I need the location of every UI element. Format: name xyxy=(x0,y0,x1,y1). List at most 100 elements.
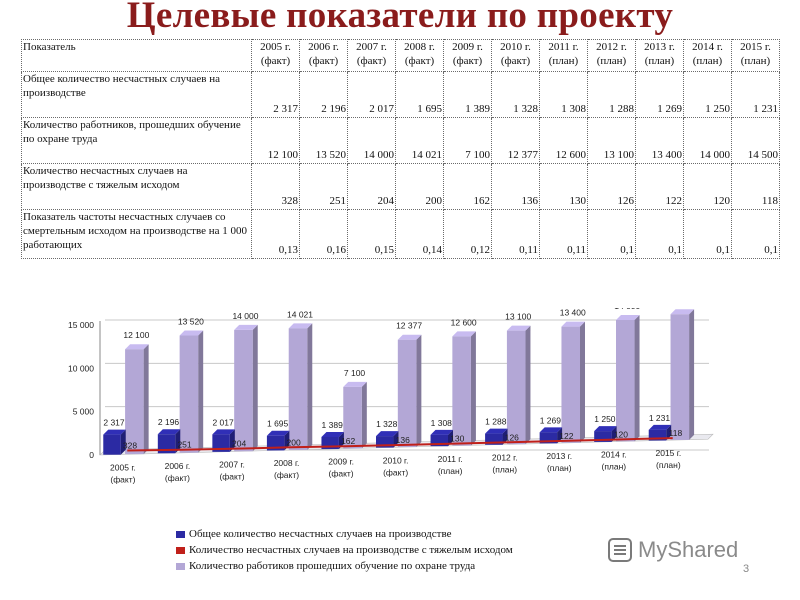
value-cell: 1 308 xyxy=(539,71,588,118)
bar-accidents xyxy=(376,436,394,448)
x-tick-sublabel: (факт) xyxy=(274,470,299,480)
indicator-name-cell: Показатель частоты несчастных случаев со… xyxy=(21,209,252,259)
data-label-severe: 122 xyxy=(559,431,573,441)
data-label-severe: 200 xyxy=(287,437,301,447)
bar-training-top xyxy=(343,381,367,387)
x-tick-label: 2006 г. xyxy=(165,461,191,471)
bar-training xyxy=(670,314,690,440)
watermark-text: MyShared xyxy=(638,537,739,562)
data-label-severe: 118 xyxy=(669,428,683,438)
slide-title: Целевые показатели по проекту xyxy=(126,0,674,36)
header-year-cell: 2008 г. (факт) xyxy=(395,39,444,72)
y-tick-label: 5 000 xyxy=(73,407,95,417)
value-cell: 0,14 xyxy=(395,209,444,259)
value-cell: 14 500 xyxy=(731,117,780,164)
data-label-training: 12 100 xyxy=(123,330,149,340)
header-year-cell: 2009 г. (факт) xyxy=(443,39,492,72)
value-cell: 2 317 xyxy=(251,71,300,118)
bar-training-side xyxy=(361,381,367,449)
bar-accidents-top xyxy=(321,431,344,437)
x-tick-label: 2014 г. xyxy=(601,450,627,460)
bar-training-side xyxy=(634,315,640,442)
header-year-cell: 2010 г. (факт) xyxy=(491,39,540,72)
value-cell: 136 xyxy=(491,163,540,210)
value-cell: 0,12 xyxy=(443,209,492,259)
data-label-accidents: 1 288 xyxy=(485,417,507,427)
bar-accidents-side xyxy=(502,428,508,445)
x-tick-sublabel: (план) xyxy=(601,462,626,472)
header-indicator-cell: Показатель xyxy=(21,39,252,72)
bar-accidents-top xyxy=(594,426,617,432)
data-label-severe: 251 xyxy=(177,440,191,450)
bar-accidents-top xyxy=(266,430,290,436)
bar-accidents-top xyxy=(648,424,672,430)
bar-training-side xyxy=(198,330,204,453)
data-label-severe: 328 xyxy=(123,440,137,450)
indicator-name-cell: Количество несчастных случаев на произво… xyxy=(21,163,252,210)
bar-accidents-top xyxy=(539,427,563,433)
bar-training xyxy=(452,336,471,446)
bar-training-top xyxy=(179,330,204,336)
line-severe-accidents xyxy=(127,437,673,452)
x-tick-label: 2013 г. xyxy=(546,451,572,461)
value-cell: 1 269 xyxy=(635,71,684,118)
value-cell: 0,11 xyxy=(539,209,588,259)
data-label-training: 12 600 xyxy=(451,317,477,327)
x-tick-sublabel: (факт) xyxy=(165,473,190,483)
page-number: 3 xyxy=(743,563,750,575)
data-label-severe: 162 xyxy=(341,436,355,446)
x-tick-sublabel: (план) xyxy=(656,460,681,470)
value-cell: 126 xyxy=(587,163,636,210)
data-label-training: 14 000 xyxy=(614,308,640,311)
x-tick-sublabel: (факт) xyxy=(383,467,408,477)
value-cell: 13 400 xyxy=(635,117,684,164)
bar-training-top xyxy=(561,321,585,327)
value-cell: 0,15 xyxy=(347,209,396,259)
bar-training-side xyxy=(470,331,476,446)
value-cell: 7 100 xyxy=(443,117,492,164)
bar-training xyxy=(125,349,144,455)
presentation-icon xyxy=(608,538,632,562)
value-cell: 1 328 xyxy=(491,71,540,118)
bar-accidents-top xyxy=(485,428,508,434)
bar-training-top xyxy=(670,309,695,315)
data-label-training: 12 377 xyxy=(396,321,422,331)
data-label-severe: 120 xyxy=(614,429,628,439)
bar-training-top xyxy=(616,315,640,321)
x-tick-label: 2009 г. xyxy=(328,457,354,467)
data-label-severe: 136 xyxy=(396,435,410,445)
legend-label: Общее количество несчастных случаев на п… xyxy=(189,528,452,540)
bar-training xyxy=(234,329,253,452)
value-cell: 14 000 xyxy=(683,117,732,164)
value-cell: 1 695 xyxy=(395,71,444,118)
bar-accidents xyxy=(539,432,558,444)
value-cell: 12 600 xyxy=(539,117,588,164)
data-label-accidents: 1 231 xyxy=(649,413,671,423)
value-cell: 328 xyxy=(251,163,300,210)
x-tick-label: 2012 г. xyxy=(492,452,518,462)
table-header-row: Показатель 2005 г. (факт) 2006 г. (факт) 20… xyxy=(21,39,780,72)
bar-accidents-side xyxy=(229,429,235,452)
bar-training-top xyxy=(234,324,258,330)
bar-accidents-side xyxy=(338,431,344,450)
data-label-accidents: 1 250 xyxy=(594,414,616,424)
data-label-accidents: 1 269 xyxy=(540,415,562,425)
bar-accidents-side xyxy=(175,429,181,454)
bar-training-side xyxy=(416,334,422,448)
value-cell: 251 xyxy=(299,163,348,210)
value-cell: 118 xyxy=(731,163,780,210)
data-label-accidents: 1 389 xyxy=(322,420,344,430)
value-cell: 0,11 xyxy=(491,209,540,259)
x-tick-sublabel: (план) xyxy=(438,466,463,476)
value-cell: 1 288 xyxy=(587,71,636,118)
chart-svg: 0 5 000 10 000 15 000 12 100 2 317 328 2005 г. (… xyxy=(68,295,714,484)
value-cell: 14 000 xyxy=(347,117,396,164)
header-year-cell: 2014 г. (план) xyxy=(683,39,732,72)
x-tick-label: 2015 г. xyxy=(656,448,682,458)
bar-accidents-top xyxy=(376,431,399,437)
data-label-severe: 130 xyxy=(450,434,464,444)
legend-swatch xyxy=(176,562,185,570)
data-label-severe: 126 xyxy=(505,432,519,442)
header-year-cell: 2005 г. (факт) xyxy=(251,39,300,72)
legend-item: Общее количество несчастных случаев на п… xyxy=(176,526,513,542)
